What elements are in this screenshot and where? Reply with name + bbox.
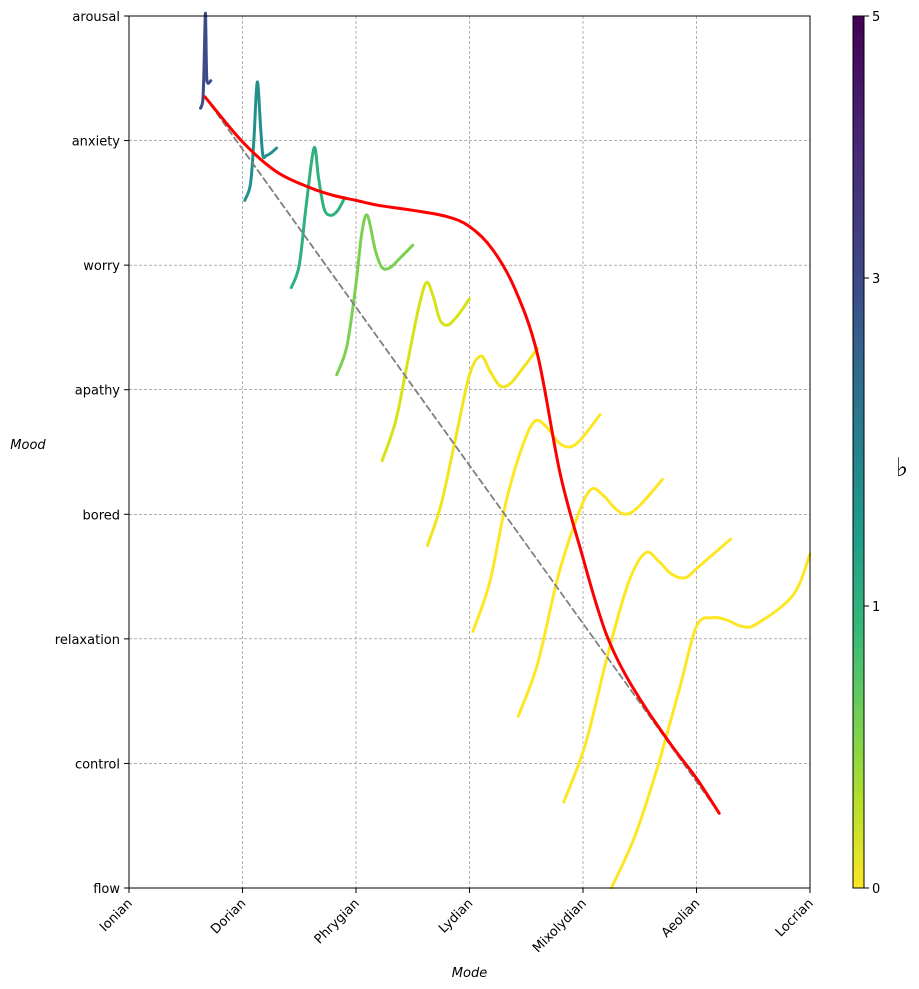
plot-series <box>199 11 812 890</box>
wave-series-line <box>199 11 213 110</box>
wave-series-line <box>516 477 664 718</box>
axis-ticks: Ionian Dorian Phrygian Lydian Mixolydian Aeol… <box>55 10 817 956</box>
y-tick-label: apathy <box>75 384 121 399</box>
main-curve-line <box>203 95 721 815</box>
grid <box>128 15 811 889</box>
x-tick-label: Mixolydian <box>530 896 590 956</box>
colorbar-tick-label: 3 <box>872 272 880 287</box>
colorbar: 0 1 3 5 ♭ <box>852 10 908 897</box>
wave-series-line <box>289 146 347 290</box>
x-tick-label: Dorian <box>208 896 249 937</box>
y-tick-label: bored <box>82 508 120 523</box>
x-tick-label: Aeolian <box>659 896 704 941</box>
dashed-reference-line <box>204 96 721 815</box>
wave-series-line <box>471 413 602 633</box>
x-tick-label: Ionian <box>97 896 136 935</box>
x-tick-label: Locrian <box>773 896 817 940</box>
x-tick-label: Lydian <box>436 896 476 936</box>
wave-series-line <box>380 280 471 463</box>
y-tick-label: control <box>75 757 120 772</box>
y-axis-label: Mood <box>10 438 46 453</box>
y-tick-label: flow <box>93 882 120 897</box>
wave-series-line <box>335 213 415 377</box>
colorbar-tick-label: 5 <box>872 10 880 25</box>
colorbar-tick-label: 1 <box>872 600 880 615</box>
y-tick-label: worry <box>83 259 120 274</box>
x-tick-label: Phrygian <box>312 896 363 947</box>
wave-series-line <box>426 347 540 547</box>
x-axis-label: Mode <box>452 966 487 981</box>
wave-series-line <box>562 537 733 804</box>
colorbar-ticks: 0 1 3 5 <box>864 10 880 897</box>
colorbar-gradient <box>852 15 865 889</box>
colorbar-tick-label: 0 <box>872 882 880 897</box>
wave-series-line <box>609 552 812 890</box>
wave-series-line <box>243 80 279 202</box>
y-tick-label: anxiety <box>72 135 121 150</box>
y-tick-label: relaxation <box>55 633 120 648</box>
colorbar-label: ♭ <box>896 453 908 483</box>
y-tick-label: arousal <box>72 10 120 25</box>
